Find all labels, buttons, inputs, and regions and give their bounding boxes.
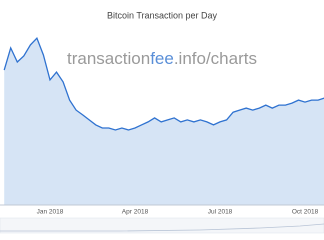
x-tick-label: Oct 2018 [292,209,319,216]
watermark-part: fee [150,49,174,68]
x-tick-label: Jan 2018 [37,209,64,216]
chart: Bitcoin Transaction per Day transactionf… [0,10,324,234]
watermark-part: .info/charts [174,49,257,68]
navigator [0,217,324,234]
watermark: transactionfee.info/charts [67,49,257,68]
x-tick-label: Apr 2018 [122,209,149,216]
x-tick-label: Jul 2018 [208,209,233,216]
watermark-part: transaction [67,49,150,68]
navigator-trace [0,223,324,232]
chart-title: Bitcoin Transaction per Day [107,10,218,20]
line [3,37,324,131]
